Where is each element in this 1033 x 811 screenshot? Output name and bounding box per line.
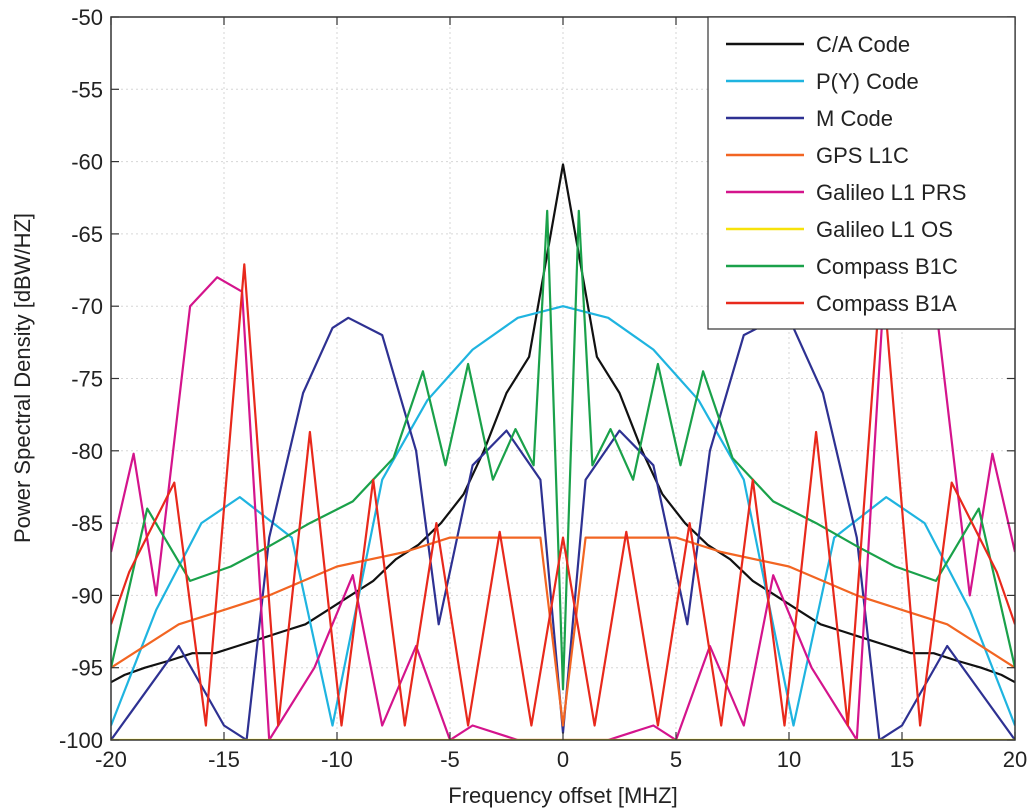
y-tick-label: -95	[71, 656, 103, 681]
y-tick-label: -80	[71, 439, 103, 464]
legend-label-6: Galileo L1 OS	[816, 217, 953, 242]
series-line-8	[111, 263, 1015, 727]
y-tick-label: -55	[71, 77, 103, 102]
y-tick-label: -100	[59, 728, 103, 753]
legend: C/A Code P(Y) Code M Code GPS L1C Galileo L1…	[707, 16, 1016, 330]
legend-box	[707, 16, 1016, 330]
x-tick-label: 5	[670, 747, 682, 772]
series-line-7	[111, 209, 1015, 691]
y-tick-label: -85	[71, 511, 103, 536]
y-tick-label: -50	[71, 5, 103, 30]
legend-label-1: C/A Code	[816, 32, 910, 57]
x-tick-label: -5	[440, 747, 460, 772]
legend-label-3: M Code	[816, 106, 893, 131]
x-tick-label: 0	[557, 747, 569, 772]
x-tick-label: 15	[890, 747, 914, 772]
x-axis-label: Frequency offset [MHZ]	[448, 783, 677, 808]
y-tick-label: -90	[71, 583, 103, 608]
x-tick-label: -10	[321, 747, 353, 772]
y-tick-label: -60	[71, 150, 103, 175]
legend-label-5: Galileo L1 PRS	[816, 180, 966, 205]
legend-label-2: P(Y) Code	[816, 69, 919, 94]
grid-lines	[110, 16, 1016, 741]
legend-label-8: Compass B1A	[816, 291, 957, 316]
y-tick-label: -75	[71, 367, 103, 392]
x-tick-label: 20	[1003, 747, 1027, 772]
series-lines	[111, 163, 1015, 740]
y-tick-label: -65	[71, 222, 103, 247]
legend-label-7: Compass B1C	[816, 254, 958, 279]
x-tick-label: -15	[208, 747, 240, 772]
y-axis-label: Power Spectral Density [dBW/HZ]	[10, 213, 35, 543]
x-tick-label: 10	[777, 747, 801, 772]
series-line-2	[111, 305, 1015, 727]
legend-label-4: GPS L1C	[816, 143, 909, 168]
axis-ticks: -20 -15 -10 -5 0 5 10 15 20-50-55-60-65-70-75-80…	[59, 5, 1027, 772]
series-line-1	[111, 163, 1015, 684]
y-tick-label: -70	[71, 294, 103, 319]
x-tick-label: -20	[95, 747, 127, 772]
